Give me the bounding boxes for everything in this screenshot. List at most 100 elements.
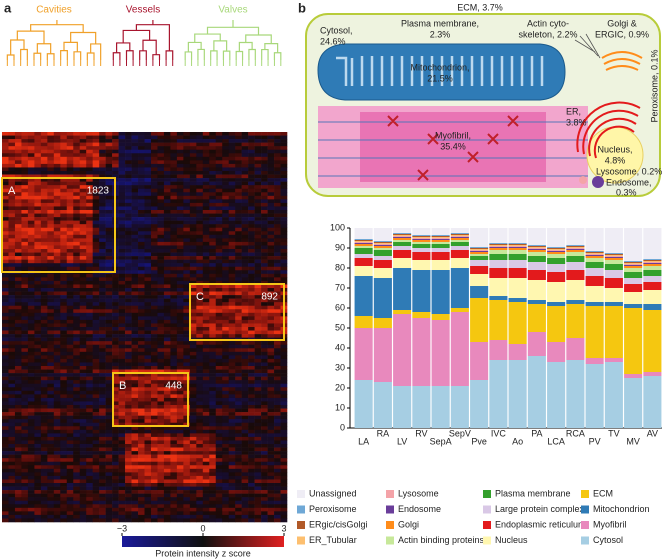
heat-cell <box>176 433 184 438</box>
heat-cell <box>112 135 119 140</box>
heat-cell <box>92 149 100 154</box>
heat-cell <box>150 334 158 338</box>
heat-cell <box>118 132 126 136</box>
branch <box>90 43 102 60</box>
heat-cell <box>196 153 204 158</box>
heat-cell <box>66 132 74 136</box>
heat-cell <box>222 408 230 413</box>
heat-cell <box>8 156 16 161</box>
heat-cell <box>150 298 158 303</box>
heat-cell <box>254 174 262 179</box>
heat-cell <box>125 305 132 310</box>
heat-cell <box>280 344 288 349</box>
heat-cell <box>73 156 81 161</box>
heat-cell <box>215 440 223 445</box>
heat-cell <box>53 397 61 402</box>
heat-cell <box>92 419 100 424</box>
heat-cell <box>8 451 16 455</box>
heat-cell <box>267 366 275 370</box>
heat-cell <box>235 514 242 519</box>
heat-cell <box>2 220 9 225</box>
heat-cell <box>228 422 236 427</box>
heat-cell <box>99 433 106 438</box>
heat-cell <box>189 500 197 505</box>
heat-cell <box>248 373 255 377</box>
heat-cell <box>170 429 178 434</box>
heat-cell <box>60 142 68 147</box>
heat-cell <box>267 358 275 363</box>
heat-cell <box>209 277 217 282</box>
heat-cell <box>125 454 132 459</box>
heat-cell <box>112 142 119 147</box>
heat-cell <box>86 245 93 250</box>
heat-cell <box>176 323 184 328</box>
heat-cell <box>183 344 191 349</box>
heat-cell <box>2 142 9 147</box>
heat-cell <box>215 468 223 473</box>
heat-cell <box>86 132 93 136</box>
heat-cell <box>66 436 74 441</box>
heat-cell <box>79 298 87 303</box>
heat-cell <box>27 429 35 434</box>
heat-cell <box>235 195 242 200</box>
heat-cell <box>27 444 35 448</box>
heat-cell <box>202 171 210 175</box>
heat-cell <box>170 217 178 221</box>
heat-cell <box>112 401 119 406</box>
heat-cell <box>92 334 100 338</box>
heat-cell <box>27 298 35 303</box>
heat-cell <box>79 426 87 431</box>
heat-cell <box>202 369 210 374</box>
heat-cell <box>73 330 81 335</box>
heat-cell <box>183 277 191 282</box>
heat-cell <box>21 167 29 172</box>
heat-cell <box>209 174 217 179</box>
heat-cell <box>125 341 132 346</box>
heat-cell <box>170 224 178 229</box>
heat-cell <box>144 376 152 381</box>
heat-cell <box>261 259 268 264</box>
heat-cell <box>248 224 255 229</box>
heat-cell <box>189 188 197 193</box>
heat-cell <box>112 511 119 516</box>
heat-cell <box>79 188 87 193</box>
heat-cell <box>150 305 158 310</box>
heat-cell <box>170 497 178 502</box>
heat-cell <box>228 500 236 505</box>
heat-cell <box>8 319 16 324</box>
heat-cell <box>2 376 9 381</box>
heat-cell <box>99 504 106 509</box>
heat-cell <box>86 511 93 516</box>
heat-cell <box>196 433 204 438</box>
heat-cell <box>92 259 100 264</box>
heat-cell <box>53 199 61 204</box>
heat-cell <box>215 224 223 229</box>
heat-cell <box>228 330 236 335</box>
heat-cell <box>60 334 68 338</box>
heat-cell <box>40 472 48 477</box>
heat-cell <box>73 479 81 484</box>
heat-cell <box>267 199 275 204</box>
heat-cell <box>196 263 204 268</box>
heat-cell <box>86 266 93 271</box>
heat-cell <box>189 376 197 381</box>
heat-cell <box>170 181 178 186</box>
heat-cell <box>60 387 68 392</box>
heat-cell <box>138 217 145 221</box>
heat-cell <box>215 362 223 367</box>
heat-cell <box>176 224 184 229</box>
heat-cell <box>170 319 178 324</box>
heat-cell <box>274 132 281 136</box>
heat-cell <box>73 238 81 243</box>
heat-cell <box>280 185 288 190</box>
heat-cell <box>34 249 42 253</box>
heat-cell <box>34 238 42 243</box>
heat-cell <box>170 241 178 246</box>
heat-cell <box>131 330 139 335</box>
heat-cell <box>228 295 236 299</box>
heat-cell <box>138 139 145 143</box>
heat-cell <box>267 408 275 413</box>
heat-cell <box>118 206 126 211</box>
heat-cell <box>86 195 93 200</box>
heat-cell <box>2 348 9 353</box>
